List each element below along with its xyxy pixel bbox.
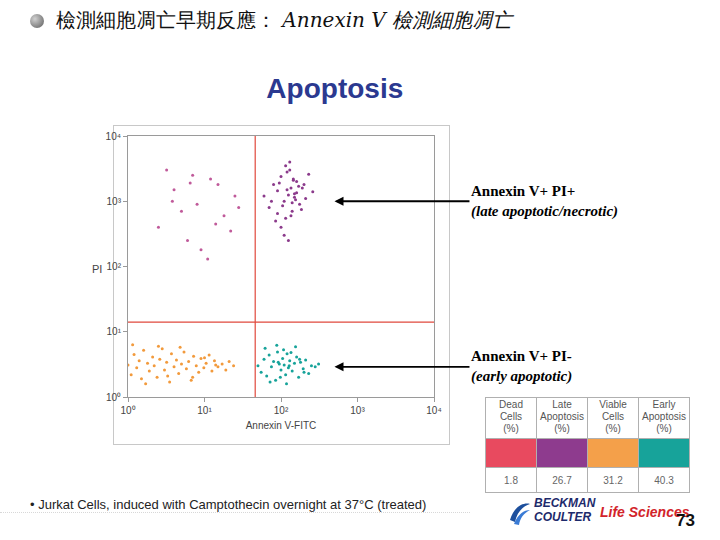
- svg-text:10²: 10²: [274, 405, 289, 416]
- html-text:Apoptosis: Apoptosis: [540, 411, 584, 422]
- svg-text:10⁰: 10⁰: [120, 405, 135, 416]
- html-text:Cells: Cells: [601, 411, 625, 422]
- svg-text:10³: 10³: [350, 405, 365, 416]
- svg-text:10²: 10²: [107, 261, 122, 272]
- svg-text:PI: PI: [92, 263, 102, 275]
- html-text:Late: Late: [552, 399, 572, 410]
- html-text:1.8: 1.8: [504, 474, 518, 486]
- svg-text:10¹: 10¹: [197, 405, 212, 416]
- html-text:• Jurkat Cells, induced with C: • Jurkat Cells, induced with Camptotheci…: [30, 497, 427, 512]
- html-text:Dead: Dead: [499, 399, 523, 410]
- html-text:BECKMAN: BECKMAN: [534, 496, 596, 510]
- html-text:73: 73: [676, 511, 695, 530]
- svg-text:10³: 10³: [107, 196, 122, 207]
- html-text:Apoptosis: Apoptosis: [642, 411, 686, 422]
- svg-text:10⁴: 10⁴: [106, 131, 121, 142]
- html-text:Early: Early: [652, 399, 676, 410]
- html-text:26.7: 26.7: [552, 474, 572, 486]
- html-text:COULTER: COULTER: [534, 510, 592, 524]
- html-text:Viable: Viable: [599, 399, 627, 410]
- svg-text:10¹: 10¹: [107, 326, 122, 337]
- svg-text:Annexin V+ PI-(early apoptotic: Annexin V+ PI-(early apoptotic): [471, 348, 572, 385]
- html-text:31.2: 31.2: [603, 474, 623, 486]
- svg-text:Annexin V-FITC: Annexin V-FITC: [246, 420, 317, 431]
- html-text:Life Sciences: Life Sciences: [600, 504, 690, 520]
- html-text:40.3: 40.3: [654, 474, 674, 486]
- svg-text:Annexin V+ PI+(late apoptotic/: Annexin V+ PI+(late apoptotic/necrotic): [471, 183, 618, 220]
- html-text:檢測細胞凋亡早期反應：Annexin V 檢測細胞凋亡: 檢測細胞凋亡早期反應：Annexin V 檢測細胞凋亡: [56, 8, 513, 32]
- html-text:Cells: Cells: [499, 411, 523, 422]
- svg-text:10⁰: 10⁰: [106, 392, 121, 403]
- svg-text:10⁴: 10⁴: [426, 405, 441, 416]
- svg-text:Apoptosis: Apoptosis: [266, 73, 403, 104]
